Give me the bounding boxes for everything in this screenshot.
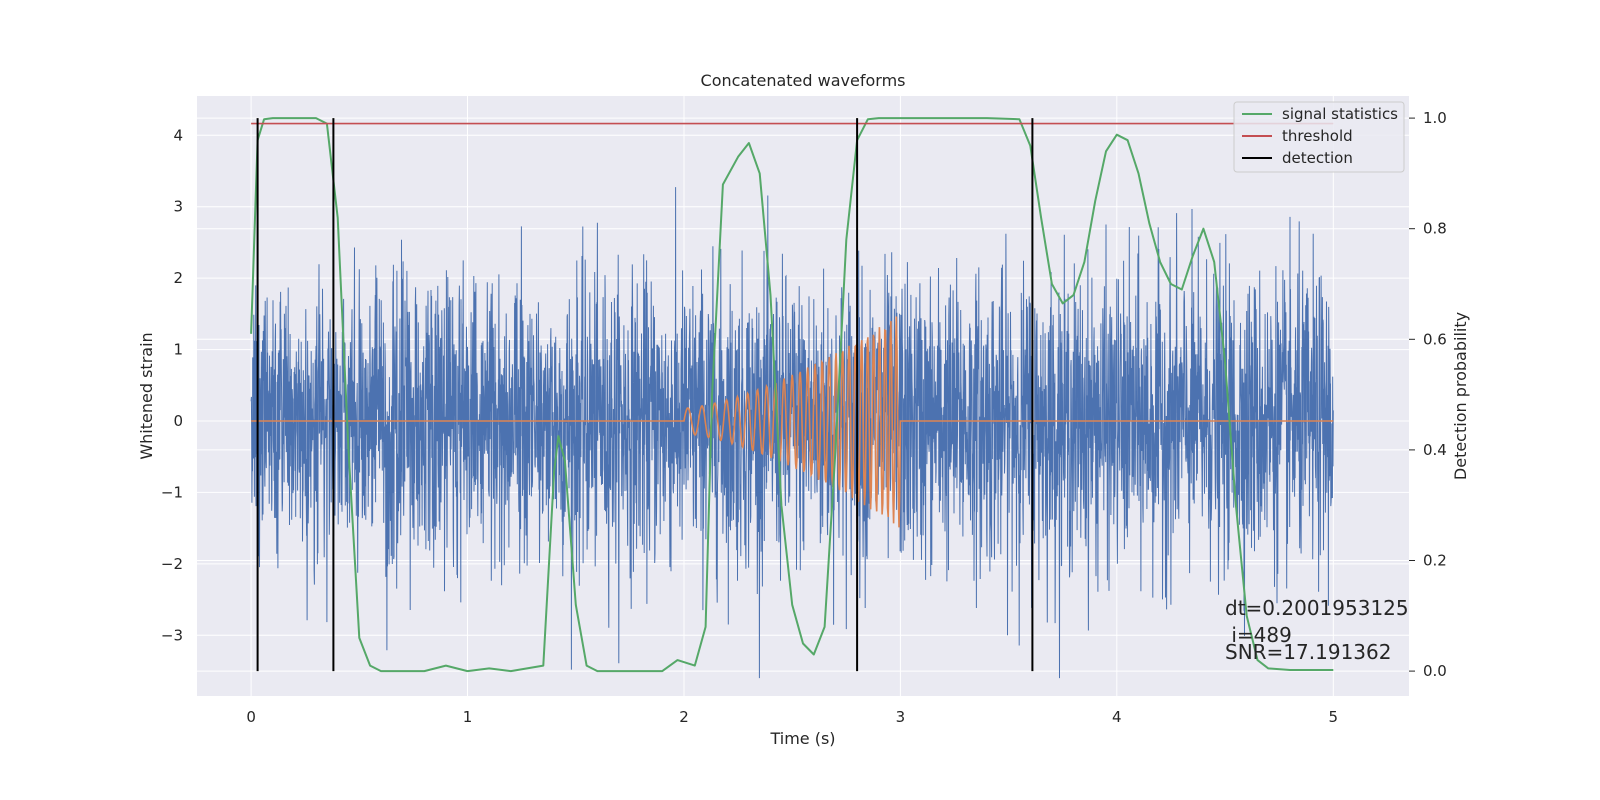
injected-waveform-line [251,316,1334,528]
noise-trace [250,187,1334,679]
x-tick-label: 3 [896,708,906,726]
x-tick-label: 4 [1112,708,1122,726]
x-tick-label: 5 [1329,708,1339,726]
y-tick-label: 2 [173,269,183,287]
detection-overlay [250,117,1334,673]
right-tick-label: 0.2 [1423,552,1447,570]
y-tick-label: −1 [161,483,183,501]
legend-box [1233,101,1405,173]
x-tick-label: 2 [679,708,689,726]
x-tick-label: 1 [463,708,473,726]
noise-line [250,187,1334,679]
y-tick-label: 3 [173,198,183,216]
right-tick-label: 1.0 [1423,109,1447,127]
right-tick-label: 0.6 [1423,330,1447,348]
legend-label-signal-statistics: signal statistics [1282,105,1398,123]
annotation-dt: dt=0.2001953125 [1225,596,1409,620]
right-axis-label: Detection probability [1451,312,1470,480]
x-tick-label: 0 [246,708,256,726]
y-axis-label: Whitened strain [137,332,156,459]
y-tick-label: 4 [173,126,183,144]
annotation-index: i=489 [1225,623,1292,647]
annotation-snr: SNR=17.191362 [1225,640,1391,664]
y-tick-label: 1 [173,341,183,359]
right-tick-label: 0.0 [1423,662,1447,680]
y-tick-label: −2 [161,555,183,573]
signal-statistics-line [250,117,1334,673]
right-tick-label: 0.4 [1423,441,1447,459]
x-axis-ticks: 0 1 2 3 4 5 [246,708,1338,726]
chart-title: Concatenated waveforms [701,71,906,90]
x-axis-label: Time (s) [769,729,835,748]
y-axis-ticks: −3 −2 −1 0 1 2 3 4 [161,126,183,644]
y-tick-label: 0 [173,412,183,430]
injected-waveform [251,316,1334,528]
right-axis-ticks: 0.0 0.2 0.4 0.6 0.8 1.0 [1409,109,1447,680]
legend: signal statistics threshold detection [1233,101,1405,173]
legend-label-detection: detection [1282,149,1353,167]
y-tick-label: −3 [161,626,183,644]
right-tick-label: 0.8 [1423,220,1447,238]
legend-label-threshold: threshold [1282,127,1353,145]
